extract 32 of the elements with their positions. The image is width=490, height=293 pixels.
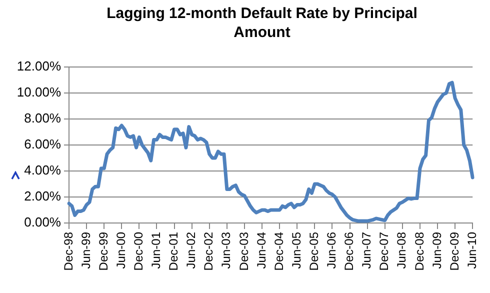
y-tick-label: 12.00% <box>16 58 62 74</box>
x-tick-label: Dec-09 <box>447 232 462 271</box>
x-tick-label: Dec-07 <box>377 232 392 271</box>
x-tick-label: Jun-99 <box>78 232 93 269</box>
x-tick-label: Jun-09 <box>430 232 444 269</box>
x-tick-label: Dec-08 <box>412 232 426 271</box>
y-tick-label: 6.00% <box>24 136 62 152</box>
y-tick-label: 0.00% <box>24 214 62 230</box>
x-tick-label: Dec-99 <box>96 232 110 271</box>
x-tick-label: Dec-98 <box>61 232 76 271</box>
x-tick-label: Dec-03 <box>236 232 251 271</box>
x-tick-label: Jun-05 <box>289 232 304 269</box>
x-tick-label: Dec-04 <box>272 232 286 271</box>
x-tick-label: Jun-00 <box>114 232 128 269</box>
y-tick-label: 8.00% <box>24 110 62 126</box>
x-tick-label: Jun-07 <box>360 232 374 269</box>
x-tick-label: Dec-00 <box>132 232 146 271</box>
x-tick-label: Dec-06 <box>342 232 356 271</box>
x-tick-label: Jun-03 <box>219 232 234 269</box>
x-tick-label: Jun-04 <box>254 232 268 269</box>
x-tick-label: Jun-10 <box>464 232 479 269</box>
x-tick-label: Dec-01 <box>166 232 181 271</box>
x-tick-label: Dec-05 <box>306 232 321 271</box>
x-tick-label: Jun-08 <box>394 232 409 269</box>
x-tick-label: Dec-02 <box>202 232 216 271</box>
x-tick-label: Jun-01 <box>149 232 164 269</box>
y-tick-label: 4.00% <box>24 162 62 178</box>
x-tick-label: Jun-02 <box>184 232 198 269</box>
y-tick-label: 10.00% <box>16 84 62 100</box>
x-tick-label: Jun-06 <box>324 232 339 269</box>
y-tick-label: 2.00% <box>24 188 62 204</box>
chart-title: Lagging 12-month Default Rate by Principal Amount <box>106 4 418 42</box>
